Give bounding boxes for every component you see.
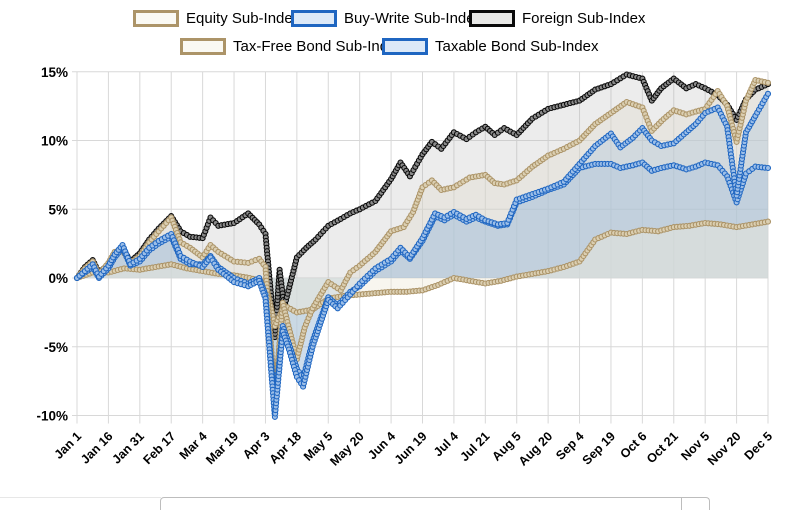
legend-label: Buy-Write Sub-Index [344,9,483,27]
y-tick-label: -10% [36,409,68,424]
legend-swatch-icon [291,9,337,27]
legend-item-taxable-bond-sub-index[interactable]: Taxable Bond Sub-Index [382,35,598,57]
legend-item-tax-free-bond-sub-index[interactable]: Tax-Free Bond Sub-Index [180,35,404,57]
x-tick-label: Sep 19 [580,429,618,467]
legend-label: Equity Sub-Index [186,9,301,27]
area-Taxable Bond Sub-Index [77,162,768,408]
x-tick-label: Jan 16 [78,429,115,466]
legend-item-buy-write-sub-index[interactable]: Buy-Write Sub-Index [291,7,482,29]
x-tick-label: Mar 19 [203,429,241,467]
x-tick-label: Aug 20 [516,429,555,468]
bottom-hairline [0,497,161,498]
x-tick-label: Oct 21 [644,429,681,466]
y-tick-label: 5% [48,202,68,217]
legend-swatch-icon [382,37,428,55]
area-Tax-Free Bond Sub-Index [77,221,768,327]
x-tick-label: Dec 5 [742,429,776,463]
x-tick-label: Feb 17 [140,429,178,467]
legend-label: Tax-Free Bond Sub-Index [233,37,404,55]
y-tick-label: -5% [44,340,68,355]
legend-label: Taxable Bond Sub-Index [435,37,599,55]
x-tick-label: Jan 31 [110,429,147,466]
area-Buy-Write Sub-Index [77,93,768,417]
legend-swatch-icon [469,9,515,27]
legend-swatch-icon [133,9,179,27]
x-tick-label: Jun 19 [392,429,430,467]
y-tick-label: 15% [41,65,68,80]
legend-item-foreign-sub-index[interactable]: Foreign Sub-Index [469,7,645,29]
legend-swatch-icon [180,37,226,55]
legend-label: Foreign Sub-Index [522,9,646,27]
x-tick-label: Jul 4 [431,429,461,459]
y-tick-label: 10% [41,134,68,149]
x-tick-label: May 20 [327,429,366,468]
bottom-widget-divider [681,498,682,510]
legend-item-equity-sub-index[interactable]: Equity Sub-Index [133,7,300,29]
area-Foreign Sub-Index [77,74,768,338]
series-Buy-Write Sub-Index [73,90,772,420]
x-tick-label: Apr 18 [267,429,304,466]
x-tick-label: Jul 21 [457,429,492,464]
x-tick-label: Nov 20 [705,429,744,468]
y-tick-label: 0% [48,271,68,286]
